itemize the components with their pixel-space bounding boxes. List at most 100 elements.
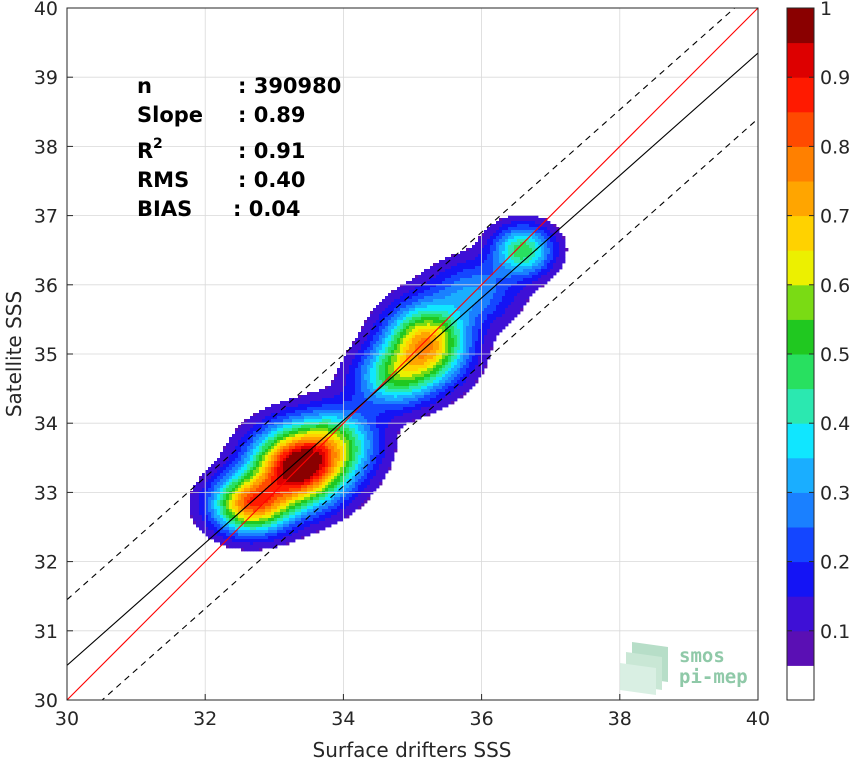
density-cell <box>328 518 332 522</box>
density-cell <box>349 365 353 369</box>
density-cell <box>430 353 434 357</box>
density-cell <box>403 356 407 360</box>
density-cell <box>556 239 560 243</box>
density-cell <box>388 467 392 471</box>
density-cell <box>346 431 350 435</box>
density-cell <box>424 371 428 375</box>
density-cell <box>364 368 368 372</box>
density-cell <box>535 260 539 264</box>
density-cell <box>535 278 539 282</box>
density-cell <box>316 401 320 405</box>
density-cell <box>265 440 269 444</box>
density-cell <box>358 377 362 381</box>
density-cell <box>295 407 299 411</box>
density-cell <box>424 320 428 324</box>
density-cell <box>268 467 272 471</box>
density-cell <box>520 284 524 288</box>
density-cell <box>493 281 497 285</box>
density-cell <box>199 512 203 516</box>
density-cell <box>499 254 503 258</box>
density-cell <box>286 401 290 405</box>
density-cell <box>418 344 422 348</box>
density-cell <box>433 314 437 318</box>
density-cell <box>343 440 347 444</box>
density-cell <box>460 254 464 258</box>
density-cell <box>280 446 284 450</box>
density-cell <box>463 359 467 363</box>
density-cell <box>286 488 290 492</box>
density-cell <box>298 488 302 492</box>
density-cell <box>250 473 254 477</box>
density-cell <box>469 260 473 264</box>
density-cell <box>355 410 359 414</box>
density-cell <box>337 374 341 378</box>
density-cell <box>322 461 326 465</box>
density-cell <box>286 494 290 498</box>
density-cell <box>538 248 542 252</box>
density-cell <box>460 380 464 384</box>
density-cell <box>343 386 347 390</box>
density-cell <box>334 431 338 435</box>
density-cell <box>361 437 365 441</box>
density-cell <box>559 239 563 243</box>
density-cell <box>340 386 344 390</box>
density-cell <box>289 497 293 501</box>
density-cell <box>430 290 434 294</box>
density-cell <box>370 455 374 459</box>
density-cell <box>289 428 293 432</box>
density-cell <box>277 458 281 462</box>
density-cell <box>409 329 413 333</box>
density-cell <box>433 323 437 327</box>
density-cell <box>277 479 281 483</box>
density-cell <box>424 332 428 336</box>
density-cell <box>391 332 395 336</box>
density-cell <box>394 347 398 351</box>
density-cell <box>280 464 284 468</box>
density-cell <box>325 452 329 456</box>
density-cell <box>358 431 362 435</box>
density-cell <box>466 287 470 291</box>
density-cell <box>493 299 497 303</box>
density-cell <box>280 401 284 405</box>
density-cell <box>487 230 491 234</box>
density-cell <box>340 476 344 480</box>
density-cell <box>280 434 284 438</box>
density-cell <box>268 407 272 411</box>
density-cell <box>316 395 320 399</box>
density-cell <box>361 410 365 414</box>
density-cell <box>316 461 320 465</box>
density-cell <box>379 356 383 360</box>
density-cell <box>517 257 521 261</box>
density-cell <box>364 443 368 447</box>
density-cell <box>343 437 347 441</box>
density-cell <box>535 221 539 225</box>
density-cell <box>289 431 293 435</box>
density-cell <box>334 446 338 450</box>
density-cell <box>532 233 536 237</box>
density-cell <box>253 503 257 507</box>
density-cell <box>442 350 446 354</box>
density-cell <box>526 230 530 234</box>
density-cell <box>475 299 479 303</box>
density-cell <box>538 233 542 237</box>
density-cell <box>502 308 506 312</box>
density-cell <box>325 503 329 507</box>
density-cell <box>484 260 488 264</box>
density-cell <box>391 446 395 450</box>
density-cell <box>316 446 320 450</box>
density-cell <box>328 509 332 513</box>
density-cell <box>445 383 449 387</box>
density-cell <box>445 272 449 276</box>
density-cell <box>343 380 347 384</box>
density-cell <box>367 467 371 471</box>
density-cell <box>490 320 494 324</box>
density-cell <box>223 515 227 519</box>
density-cell <box>445 263 449 267</box>
density-cell <box>256 500 260 504</box>
density-cell <box>295 440 299 444</box>
density-cell <box>241 485 245 489</box>
density-cell <box>394 431 398 435</box>
density-cell <box>352 368 356 372</box>
density-cell <box>265 500 269 504</box>
density-cell <box>484 326 488 330</box>
